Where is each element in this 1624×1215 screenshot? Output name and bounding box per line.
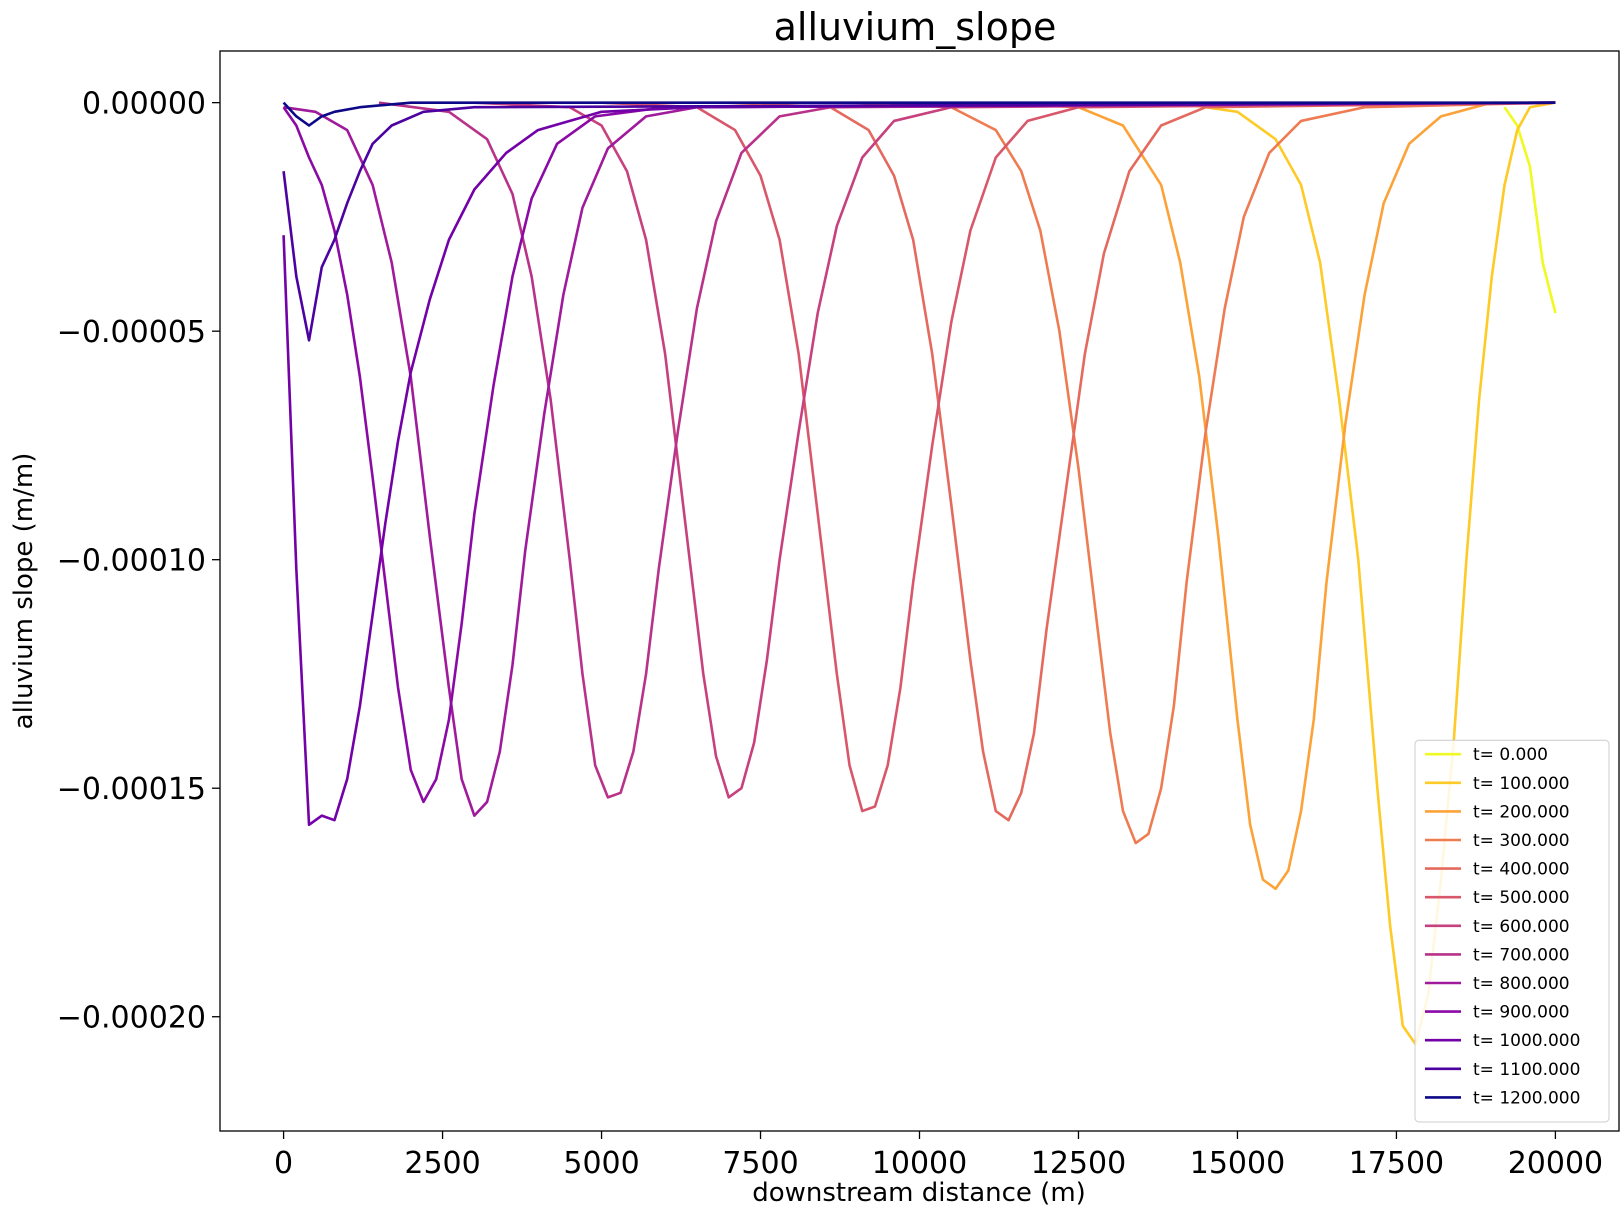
y-axis-label: alluvium slope (m/m): [9, 453, 39, 730]
legend-label: t= 100.000: [1473, 774, 1570, 794]
x-tick-label: 2500: [404, 1146, 480, 1181]
legend-label: t= 900.000: [1473, 1003, 1570, 1023]
x-tick-label: 5000: [563, 1146, 639, 1181]
series-line-10: [282, 101, 1556, 827]
x-tick-label: 15000: [1190, 1146, 1285, 1181]
legend-label: t= 500.000: [1473, 888, 1570, 908]
series-line-5: [601, 101, 1556, 813]
legend-label: t= 1100.000: [1473, 1060, 1580, 1080]
legend-box: [1414, 739, 1610, 1123]
legend-label: t= 400.000: [1473, 860, 1570, 880]
legend-label: t= 1200.000: [1473, 1088, 1580, 1108]
series-line-3: [855, 101, 1556, 845]
chart-title: alluvium_slope: [774, 5, 1057, 49]
series-line-9: [282, 101, 1556, 804]
legend-label: t= 200.000: [1473, 802, 1570, 822]
y-tick-label: −0.00005: [57, 315, 206, 350]
legend-label: t= 300.000: [1473, 831, 1570, 851]
legend-label: t= 1000.000: [1473, 1031, 1580, 1051]
legend-label: t= 800.000: [1473, 974, 1570, 994]
series-line-0: [1503, 106, 1557, 314]
series-line-12: [282, 101, 1556, 127]
legend: t= 0.000 t= 100.000 t= 200.000 t= 300.000 t=…: [1414, 739, 1610, 1123]
x-axis-label: downstream distance (m): [752, 1178, 1086, 1208]
y-tick-label: 0.00000: [82, 87, 206, 122]
legend-label: t= 600.000: [1473, 917, 1570, 937]
x-tick-label: 17500: [1349, 1146, 1444, 1181]
y-axis-ticks: 0.00000 −0.00005 −0.00010 −0.00015 −0.00020: [57, 87, 220, 1036]
legend-label: t= 0.000: [1473, 745, 1548, 765]
plot-lines: [282, 101, 1557, 1046]
legend-label: t= 700.000: [1473, 945, 1570, 965]
y-tick-label: −0.00020: [57, 1001, 206, 1036]
series-line-11: [282, 101, 1556, 342]
x-tick-label: 12500: [1031, 1146, 1126, 1181]
x-tick-label: 0: [274, 1146, 293, 1181]
series-line-4: [728, 101, 1556, 822]
series-line-7: [378, 101, 1556, 799]
x-tick-label: 20000: [1508, 1146, 1603, 1181]
x-tick-label: 7500: [722, 1146, 798, 1181]
y-tick-label: −0.00015: [57, 772, 206, 807]
series-line-6: [474, 101, 1556, 799]
y-tick-label: −0.00010: [57, 544, 206, 579]
series-line-2: [983, 101, 1556, 891]
plot-frame: [219, 50, 1620, 1132]
x-tick-label: 10000: [872, 1146, 967, 1181]
series-line-8: [283, 101, 1556, 817]
x-axis-ticks: 0 2500 5000 7500 10000 12500 15000 17500 20000: [274, 1131, 1603, 1181]
